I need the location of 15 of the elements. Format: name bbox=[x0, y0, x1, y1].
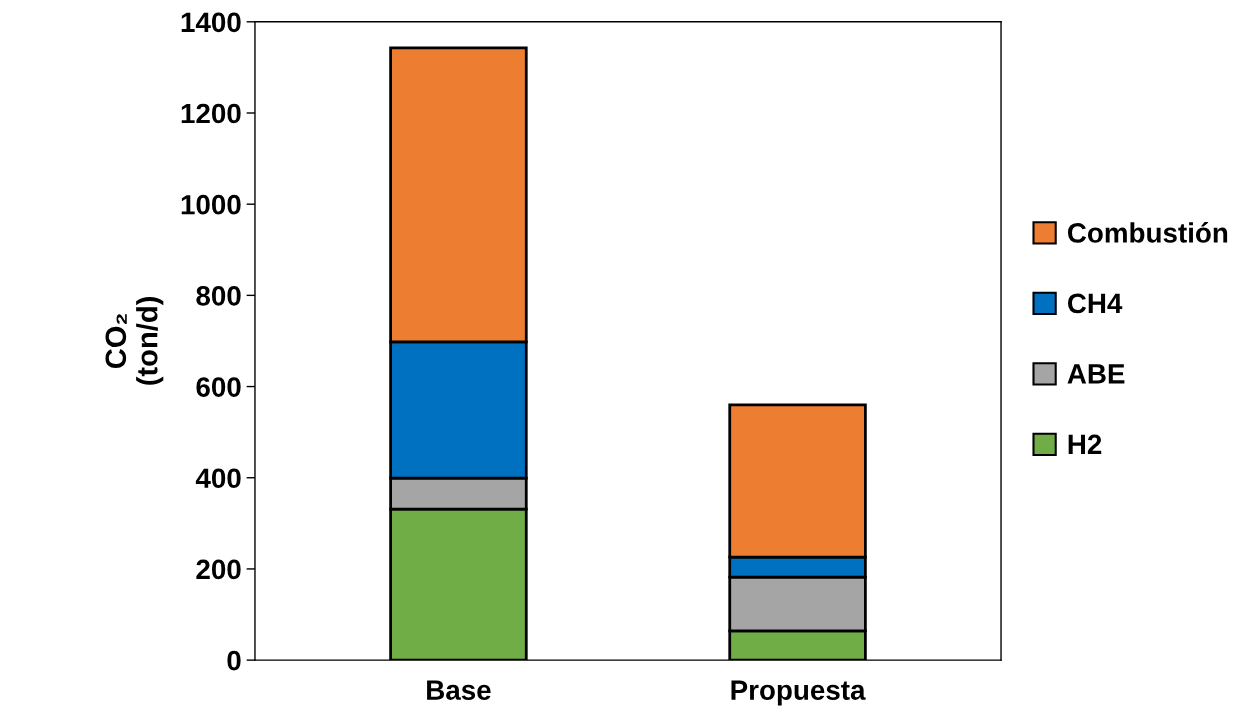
y-axis-title: CO₂ (ton/d) bbox=[105, 297, 164, 385]
y-tick-label: 0 bbox=[227, 650, 241, 671]
legend-label: Combustión bbox=[1067, 222, 1228, 243]
y-tick-label: 800 bbox=[196, 286, 241, 306]
y-tick-label: 1400 bbox=[181, 12, 241, 33]
y-tick-label: 200 bbox=[196, 559, 241, 580]
x-tick-label: Base bbox=[427, 680, 491, 700]
x-tick-label: Propuesta bbox=[731, 680, 866, 706]
legend-label: ABE bbox=[1067, 364, 1125, 384]
legend-label: CH4 bbox=[1067, 293, 1123, 314]
y-tick-label: 400 bbox=[195, 468, 241, 489]
legend-label: H2 bbox=[1068, 434, 1102, 454]
y-tick-label: 1000 bbox=[181, 194, 241, 215]
y-tick-label: 600 bbox=[196, 377, 241, 397]
y-tick-label: 1200 bbox=[181, 103, 241, 124]
